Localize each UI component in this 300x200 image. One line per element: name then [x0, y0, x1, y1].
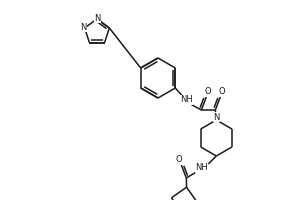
Text: O: O	[175, 156, 181, 164]
Text: O: O	[218, 88, 225, 97]
Text: N: N	[213, 112, 220, 121]
Text: NH: NH	[195, 164, 208, 172]
Text: N: N	[80, 23, 86, 32]
Text: NH: NH	[180, 96, 193, 104]
Text: N: N	[94, 14, 101, 23]
Text: O: O	[204, 88, 211, 97]
